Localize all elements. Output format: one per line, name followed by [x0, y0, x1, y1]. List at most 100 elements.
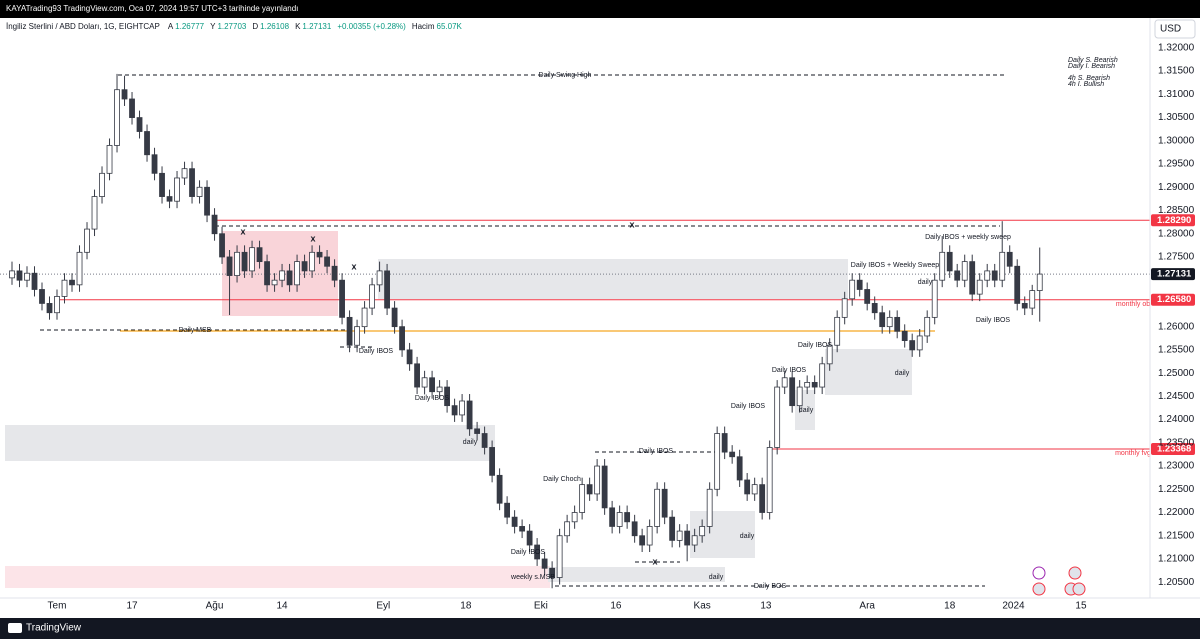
candle-body: [129, 98, 135, 118]
candle-body: [631, 521, 638, 537]
x-tick-label: 17: [126, 601, 138, 612]
note: Daily I. Bearish: [1068, 63, 1115, 70]
annotation: Daily BOS: [754, 583, 787, 590]
candle-body: [939, 251, 946, 281]
price-label-box: [1151, 442, 1195, 455]
candle-body: [436, 386, 443, 393]
annotation: x: [652, 556, 657, 566]
candle-body: [766, 447, 773, 513]
candle-body: [564, 521, 571, 537]
candle-body: [669, 516, 676, 541]
candle-body: [226, 256, 233, 276]
candle-body: [159, 172, 165, 197]
annotation: Daily IBOS + weekly sweep: [925, 234, 1011, 241]
candle-body: [24, 272, 30, 281]
annotation: daily: [895, 370, 910, 377]
candle-body: [976, 279, 983, 295]
candle-body: [676, 530, 683, 541]
candle-body: [646, 526, 653, 546]
candle-body: [91, 196, 98, 230]
candle-body: [331, 265, 338, 281]
candle-body: [496, 474, 503, 504]
candle-body: [271, 279, 278, 286]
annotations: Daily Swing High x x x x x Daily MSB Daily IBOS…: [179, 72, 1151, 590]
candle-body: [729, 451, 736, 458]
symbol: İngiliz Sterlini / ABD Doları, 1G, EIGHT…: [6, 22, 160, 31]
annotation: x: [240, 226, 245, 236]
price-label-box: [1151, 293, 1195, 306]
event-icon[interactable]: [1032, 566, 1046, 580]
candle-body: [841, 298, 848, 318]
annotation: Daily IBOS: [639, 448, 674, 455]
y-tick-label: 1.21000: [1158, 554, 1195, 565]
candle-body: [241, 251, 248, 272]
candle-body: [624, 512, 631, 523]
candle-body: [106, 145, 113, 174]
candle-body: [819, 363, 826, 388]
candle-body: [849, 279, 856, 300]
candle-body: [444, 386, 450, 407]
candle-body: [826, 344, 833, 365]
annotation: daily: [740, 533, 755, 540]
ohlc-key: K: [295, 22, 301, 31]
y-tick-label: 1.22500: [1158, 484, 1195, 495]
candle-body: [999, 251, 1006, 281]
annotation: Daily IBOS: [359, 348, 394, 355]
y-tick-label: 1.23000: [1158, 461, 1195, 472]
currency: USD: [1160, 24, 1181, 35]
event-icon[interactable]: [1032, 582, 1046, 596]
candle-body: [234, 251, 240, 276]
candle-body: [99, 172, 105, 197]
candle-body: [481, 433, 488, 448]
candle-body: [879, 312, 886, 328]
y-tick-label: 1.22000: [1158, 507, 1195, 518]
candle-body: [834, 316, 841, 346]
price-label-box: [1151, 214, 1195, 227]
event-icon[interactable]: [1072, 582, 1086, 596]
x-tick-label: Eyl: [376, 601, 390, 612]
candle-body: [489, 447, 496, 476]
candle-body: [451, 405, 458, 416]
candle-body: [346, 316, 353, 346]
candle-body: [391, 307, 398, 328]
candle-body: [736, 456, 743, 481]
candle-body: [189, 168, 195, 197]
logo: [8, 623, 22, 633]
annotation: Daily IBOS: [415, 395, 450, 402]
candle-body: [864, 289, 871, 304]
x-tick-label: 18: [944, 601, 956, 612]
x-tick-label: Kas: [694, 601, 711, 612]
candle-body: [219, 233, 225, 258]
candle-body: [991, 270, 998, 281]
candle-body: [871, 303, 878, 314]
candle-body: [181, 168, 188, 179]
candle-body: [136, 117, 143, 132]
candle-body: [196, 186, 203, 197]
candle-body: [54, 296, 60, 314]
candle-body: [166, 196, 173, 202]
candle-body: [406, 349, 413, 365]
y-tick-label: 1.27500: [1158, 252, 1195, 263]
price-label: 1.23368: [1157, 443, 1191, 454]
candle-body: [204, 186, 210, 216]
candle-body: [639, 535, 646, 546]
candle-body: [151, 154, 158, 174]
candle-body: [886, 316, 893, 328]
currency-box[interactable]: [1154, 19, 1196, 39]
x-tick-label: 14: [276, 601, 288, 612]
ohlc-value: 1.27703: [217, 22, 246, 31]
event-icon[interactable]: [1068, 566, 1082, 580]
ohlc-value: 1.26108: [260, 22, 289, 31]
annotation: x: [629, 219, 634, 229]
candle-body: [721, 433, 728, 453]
note: Daily S. Bearish: [1068, 57, 1118, 64]
candle-body: [474, 428, 481, 434]
candle-body: [61, 279, 68, 297]
candle-body: [369, 284, 375, 309]
candle-body: [901, 330, 908, 341]
candle-body: [541, 558, 548, 569]
x-tick-label: 15: [1075, 601, 1087, 612]
y-tick-label: 1.20500: [1158, 577, 1195, 588]
